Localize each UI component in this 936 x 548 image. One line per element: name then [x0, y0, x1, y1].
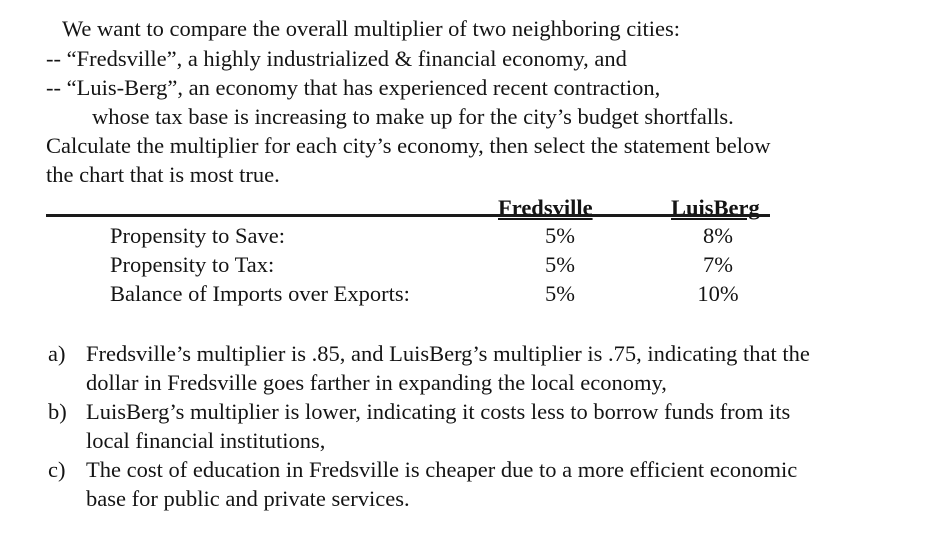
luisberg-value: 8%: [703, 223, 733, 248]
option-text-line-1: LuisBerg’s multiplier is lower, indicati…: [86, 399, 791, 424]
fredsville-value: 5%: [545, 223, 575, 248]
table-rule: [46, 214, 770, 217]
column-header-luisberg: LuisBerg: [671, 195, 760, 220]
option-marker: c): [48, 457, 66, 482]
fredsville-value: 5%: [545, 281, 575, 306]
row-label: Propensity to Tax:: [110, 252, 275, 277]
luisberg-value: 7%: [703, 252, 733, 277]
intro-line-5: Calculate the multiplier for each city’s…: [46, 133, 771, 158]
option-text-line-2: dollar in Fredsville goes farther in exp…: [86, 370, 667, 395]
intro-line-3: -- “Luis-Berg”, an economy that has expe…: [46, 75, 661, 100]
intro-line-1: We want to compare the overall multiplie…: [62, 16, 681, 41]
intro-line-2: -- “Fredsville”, a highly industrialized…: [46, 46, 627, 71]
fredsville-value: 5%: [545, 252, 575, 277]
option-marker: b): [48, 399, 67, 424]
option-text-line-2: local financial institutions,: [86, 428, 326, 453]
option-marker: a): [48, 341, 66, 366]
row-label: Propensity to Save:: [110, 223, 285, 248]
luisberg-value: 10%: [697, 281, 739, 306]
row-label: Balance of Imports over Exports:: [110, 281, 410, 306]
option-text-line-2: base for public and private services.: [86, 486, 410, 511]
option-text-line-1: The cost of education in Fredsville is c…: [86, 457, 798, 482]
column-header-fredsville: Fredsville: [498, 195, 593, 220]
intro-line-6: the chart that is most true.: [46, 162, 280, 187]
intro-line-4: whose tax base is increasing to make up …: [92, 104, 734, 129]
option-text-line-1: Fredsville’s multiplier is .85, and Luis…: [86, 341, 810, 366]
